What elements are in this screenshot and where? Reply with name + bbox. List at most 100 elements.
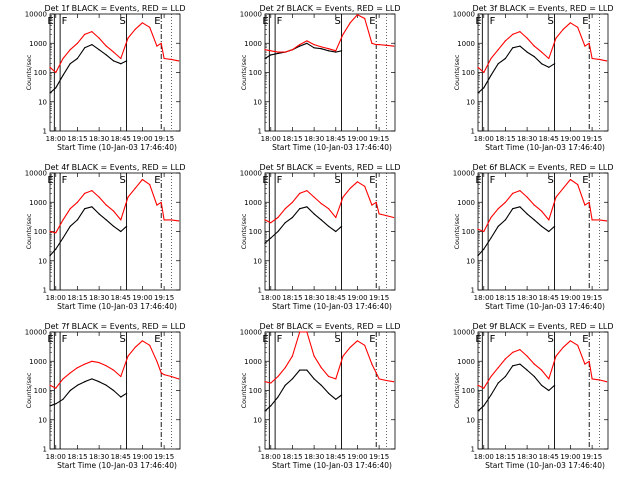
event-marker: E xyxy=(475,334,481,345)
y-tick-label: 100 xyxy=(249,228,262,236)
data-point xyxy=(264,410,266,412)
data-point xyxy=(264,57,266,60)
data-point xyxy=(541,384,543,386)
data-point xyxy=(156,360,158,362)
data-point xyxy=(328,392,330,394)
panel-title: Det 8f BLACK = Events, RED = LLD xyxy=(259,322,400,331)
data-point xyxy=(562,28,564,30)
data-point xyxy=(105,384,107,386)
data-point xyxy=(120,375,122,378)
data-point xyxy=(91,206,93,208)
event-marker: S xyxy=(120,334,126,345)
event-marker: F xyxy=(490,334,496,345)
data-point xyxy=(385,215,387,217)
data-point xyxy=(299,369,301,371)
y-tick-label: 1 xyxy=(258,446,262,454)
data-point xyxy=(105,219,107,221)
x-tick-label: 19:15 xyxy=(154,135,174,143)
data-point xyxy=(149,184,151,186)
data-point xyxy=(113,369,115,371)
data-point xyxy=(512,365,514,367)
y-tick-label: 1000 xyxy=(457,199,475,207)
data-point xyxy=(284,51,286,53)
panel-det-9: Det 9f BLACK = Events, RED = LLD 1 10 100 10… xyxy=(453,322,614,470)
y-tick-label: 1 xyxy=(471,287,475,295)
data-point xyxy=(385,44,387,46)
data-point xyxy=(141,340,143,342)
series-lld-line xyxy=(264,14,394,53)
data-point xyxy=(335,230,337,233)
data-point xyxy=(349,187,351,189)
data-point xyxy=(577,184,579,186)
data-point xyxy=(533,204,535,206)
event-marker: F xyxy=(277,175,283,186)
data-point xyxy=(519,31,521,33)
data-point xyxy=(504,219,506,221)
data-point xyxy=(299,208,301,210)
event-marker: E xyxy=(154,334,160,345)
x-tick-label: 18:15 xyxy=(495,294,515,302)
data-point xyxy=(313,44,315,46)
data-point xyxy=(555,355,557,357)
y-axis-label: Counts/sec xyxy=(25,54,33,90)
data-point xyxy=(76,201,78,203)
data-point xyxy=(371,363,373,365)
data-point xyxy=(490,216,492,219)
data-point xyxy=(84,381,86,383)
data-point xyxy=(483,230,485,233)
data-point xyxy=(49,66,51,68)
data-point xyxy=(76,367,78,369)
data-point xyxy=(497,63,499,65)
data-point xyxy=(483,405,485,407)
y-tick-label: 100 xyxy=(462,228,475,236)
data-point xyxy=(526,37,528,39)
x-tick-label: 19:00 xyxy=(132,294,152,302)
data-point xyxy=(341,394,343,396)
data-point xyxy=(371,204,373,206)
panel-det-5: Det 5f BLACK = Events, RED = LLD 1 10 100 10… xyxy=(240,163,401,311)
event-marker: S xyxy=(335,175,341,186)
data-point xyxy=(270,222,272,224)
data-point xyxy=(264,219,266,221)
data-point xyxy=(55,387,57,389)
event-marker: F xyxy=(490,175,496,186)
data-point xyxy=(270,50,272,52)
data-point xyxy=(49,92,51,94)
event-marker: S xyxy=(120,175,126,186)
data-point xyxy=(497,367,499,369)
data-point xyxy=(533,363,535,365)
data-point xyxy=(483,87,485,89)
data-point xyxy=(526,213,528,215)
data-point xyxy=(156,45,158,47)
y-tick-label: 10 xyxy=(466,416,475,424)
x-tick-label: 18:00 xyxy=(261,453,281,461)
data-point xyxy=(335,216,337,219)
data-point xyxy=(264,381,266,383)
event-marker: E xyxy=(47,334,53,345)
data-point xyxy=(569,340,572,342)
data-point xyxy=(393,216,395,219)
x-axis-label: Start Time (10-Jan-03 17:46:40) xyxy=(57,302,177,311)
plot-frame xyxy=(264,172,396,291)
data-point xyxy=(483,71,485,74)
data-point xyxy=(264,242,266,244)
data-point xyxy=(497,208,499,210)
data-point xyxy=(84,47,86,49)
data-point xyxy=(569,22,572,24)
data-point xyxy=(127,196,129,198)
data-point xyxy=(163,57,165,60)
series-events-line xyxy=(264,42,342,59)
data-point xyxy=(519,190,521,192)
y-axis-label: Counts/sec xyxy=(25,213,33,249)
data-point xyxy=(55,71,57,74)
data-point xyxy=(562,346,564,348)
data-point xyxy=(342,196,344,198)
data-point xyxy=(277,230,279,233)
x-tick-label: 19:00 xyxy=(560,294,580,302)
plot-frame xyxy=(477,172,609,291)
y-tick-label: 100 xyxy=(34,69,47,77)
data-point xyxy=(598,219,600,221)
data-point xyxy=(320,48,322,50)
data-point xyxy=(375,44,377,46)
panel-det-6: Det 6f BLACK = Events, RED = LLD 1 10 100 10… xyxy=(453,163,614,311)
